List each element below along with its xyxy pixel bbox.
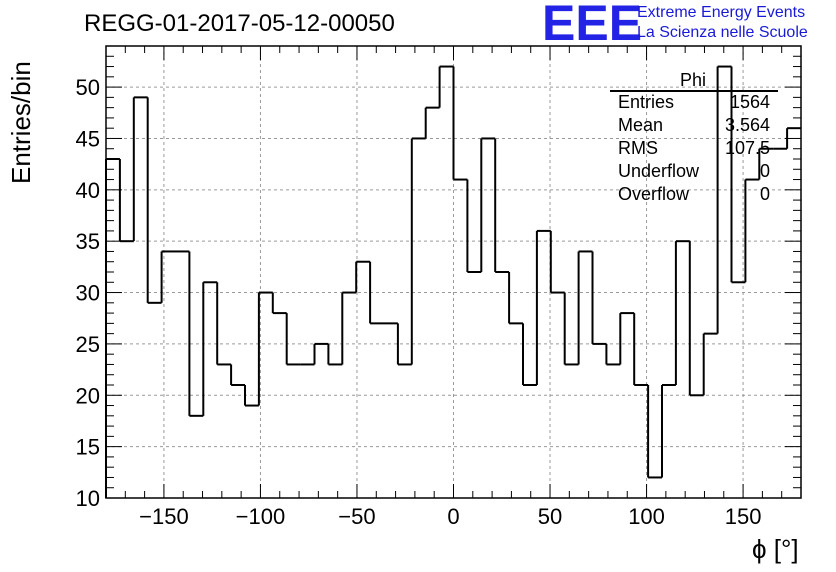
y-tick-label: 40 [76, 178, 100, 203]
y-tick-label: 10 [76, 486, 100, 511]
y-tick-label: 15 [76, 435, 100, 460]
stat-label: Mean [618, 115, 664, 135]
y-tick-label: 30 [76, 281, 100, 306]
x-tick-label: 0 [447, 504, 459, 529]
stats-title: Phi [680, 70, 707, 90]
y-tick-label: 45 [76, 126, 100, 151]
stat-value: 3.564 [724, 115, 770, 135]
stats-box: Phi Entries 1564 Mean 3.564 RMS 107.5 Un… [610, 70, 778, 212]
stat-value: 0 [759, 184, 770, 204]
stat-label: Entries [618, 92, 675, 112]
stat-label: Overflow [618, 184, 690, 204]
stat-value: 107.5 [724, 138, 770, 158]
y-tick-label: 50 [76, 75, 100, 100]
x-tick-label: −150 [139, 504, 189, 529]
logo-subtitle-2: La Scienza nelle Scuole [637, 24, 808, 41]
x-tick-label: 100 [628, 504, 665, 529]
x-tick-label: −50 [338, 504, 375, 529]
stat-value: 0 [759, 161, 770, 181]
stat-label: Underflow [618, 161, 700, 181]
stat-label: RMS [618, 138, 658, 158]
x-tick-label: −100 [236, 504, 286, 529]
x-axis-label: ϕ [°] [752, 534, 799, 564]
x-tick-label: 150 [725, 504, 762, 529]
y-axis-label: Entries/bin [6, 61, 36, 184]
chart-title: REGG-01-2017-05-12-00050 [84, 10, 395, 37]
stat-value: 1564 [729, 92, 770, 112]
y-tick-label: 25 [76, 332, 100, 357]
y-tick-label: 35 [76, 229, 100, 254]
eee-logo: EEE [542, 0, 643, 51]
stats-divider [610, 90, 778, 92]
y-tick-label: 20 [76, 383, 100, 408]
logo-subtitle-1: Extreme Energy Events [637, 4, 806, 21]
x-tick-label: 50 [538, 504, 562, 529]
